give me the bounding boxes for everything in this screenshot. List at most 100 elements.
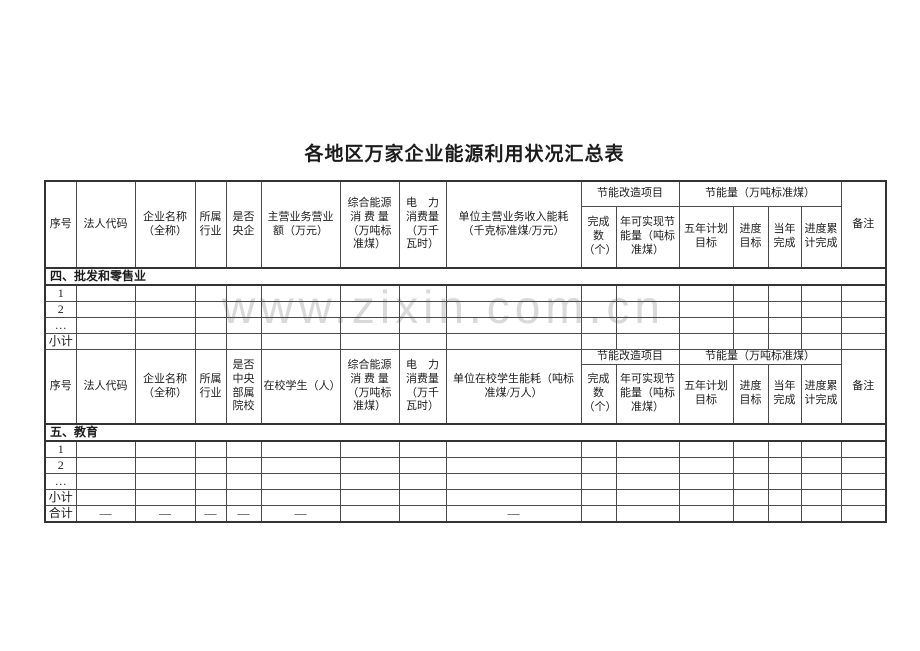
empty-cell bbox=[75, 489, 136, 506]
empty-cell bbox=[732, 473, 769, 490]
empty-cell bbox=[134, 457, 196, 474]
col-group-savings: 节能量（万吨标准煤） bbox=[678, 180, 842, 207]
col-header-retrofit-done: 完成数（个） bbox=[580, 364, 617, 425]
empty-cell bbox=[75, 473, 136, 490]
empty-cell bbox=[194, 284, 227, 302]
header1-sub-row: 完成数（个） 年可实现节能量（吨标准煤） 五年计划目标 进度目标 当年完成 进度… bbox=[45, 206, 886, 269]
col-header-five-year-target: 五年计划目标 bbox=[678, 206, 734, 269]
col-header-legal-code: 法人代码 bbox=[75, 349, 136, 425]
empty-cell bbox=[767, 301, 802, 318]
empty-cell bbox=[580, 317, 617, 334]
empty-cell bbox=[134, 317, 196, 334]
col-header-retrofit-annual-savings: 年可实现节能量（吨标准煤） bbox=[615, 364, 680, 425]
empty-cell bbox=[800, 317, 842, 334]
empty-cell bbox=[134, 333, 196, 350]
empty-cell bbox=[445, 457, 582, 474]
col-header-retrofit-done: 完成数（个） bbox=[580, 206, 617, 269]
empty-cell bbox=[398, 473, 447, 490]
row-label: 1 bbox=[44, 284, 77, 302]
row-label-total: 合计 bbox=[44, 505, 77, 523]
empty-cell bbox=[194, 317, 227, 334]
empty-cell bbox=[840, 333, 887, 350]
empty-cell bbox=[445, 333, 582, 350]
empty-cell bbox=[445, 284, 582, 302]
empty-cell bbox=[225, 301, 262, 318]
empty-cell bbox=[840, 457, 887, 474]
page-title: 各地区万家企业能源利用状况汇总表 bbox=[304, 144, 625, 165]
empty-cell bbox=[678, 301, 734, 318]
table-row-subtotal: 小计 bbox=[44, 333, 887, 350]
empty-cell bbox=[732, 457, 769, 474]
empty-cell bbox=[840, 317, 887, 334]
empty-cell bbox=[615, 333, 680, 350]
empty-cell bbox=[580, 505, 617, 523]
empty-cell bbox=[194, 440, 227, 458]
table-row: 1 bbox=[44, 284, 887, 302]
empty-cell bbox=[800, 489, 842, 506]
empty-cell bbox=[445, 317, 582, 334]
row-label: 2 bbox=[44, 301, 77, 318]
row-label: … bbox=[44, 317, 77, 334]
empty-cell bbox=[339, 440, 400, 458]
dash-cell: — bbox=[75, 505, 136, 523]
empty-cell bbox=[339, 457, 400, 474]
empty-cell bbox=[615, 317, 680, 334]
row-label: … bbox=[44, 473, 77, 490]
empty-cell bbox=[339, 317, 400, 334]
col-header-year-completed: 当年完成 bbox=[767, 364, 802, 425]
empty-cell bbox=[615, 505, 680, 523]
empty-cell bbox=[800, 473, 842, 490]
empty-cell bbox=[580, 284, 617, 302]
empty-cell bbox=[800, 333, 842, 350]
empty-cell bbox=[398, 457, 447, 474]
row-label: 2 bbox=[44, 457, 77, 474]
empty-cell bbox=[678, 284, 734, 302]
dash-cell: — bbox=[134, 505, 196, 523]
empty-cell bbox=[445, 489, 582, 506]
empty-cell bbox=[194, 333, 227, 350]
empty-cell bbox=[678, 317, 734, 334]
empty-cell bbox=[260, 333, 341, 350]
empty-cell bbox=[260, 284, 341, 302]
empty-cell bbox=[732, 505, 769, 523]
empty-cell bbox=[75, 284, 136, 302]
col-header-energy-consumption: 综合能源消 费 量（万吨标准煤） bbox=[339, 180, 400, 269]
section-row-wholesale-retail: 四、批发和零售业 bbox=[44, 267, 887, 286]
col-header-electricity: 电 力消费量（万千瓦时） bbox=[398, 180, 447, 269]
empty-cell bbox=[339, 284, 400, 302]
energy-summary-table: 序号 法人代码 企业名称（全称） 所属行业 是否央企 主营业务营业额（万元） 综… bbox=[44, 180, 887, 523]
empty-cell bbox=[732, 440, 769, 458]
empty-cell bbox=[134, 284, 196, 302]
empty-cell bbox=[615, 473, 680, 490]
empty-cell bbox=[260, 457, 341, 474]
empty-cell bbox=[800, 505, 842, 523]
empty-cell bbox=[260, 301, 341, 318]
empty-cell bbox=[225, 333, 262, 350]
empty-cell bbox=[732, 489, 769, 506]
col-header-retrofit-annual-savings: 年可实现节能量（吨标准煤） bbox=[615, 206, 680, 269]
empty-cell bbox=[260, 473, 341, 490]
table-row: 1 bbox=[44, 440, 887, 458]
empty-cell bbox=[678, 473, 734, 490]
col-header-progress-target: 进度目标 bbox=[732, 364, 769, 425]
col-header-legal-code: 法人代码 bbox=[75, 180, 136, 269]
empty-cell bbox=[260, 489, 341, 506]
empty-cell bbox=[75, 457, 136, 474]
empty-cell bbox=[767, 333, 802, 350]
table-row-grand-total: 合计 — — — — — — bbox=[44, 505, 887, 523]
col-header-progress-cumulative: 进度累计完成 bbox=[800, 206, 842, 269]
empty-cell bbox=[194, 457, 227, 474]
col-header-year-completed: 当年完成 bbox=[767, 206, 802, 269]
empty-cell bbox=[134, 440, 196, 458]
empty-cell bbox=[445, 301, 582, 318]
dash-cell: — bbox=[445, 505, 582, 523]
empty-cell bbox=[225, 317, 262, 334]
empty-cell bbox=[615, 284, 680, 302]
empty-cell bbox=[445, 473, 582, 490]
empty-cell bbox=[840, 489, 887, 506]
empty-cell bbox=[225, 284, 262, 302]
table-row: … bbox=[44, 473, 887, 490]
col-group-retrofit: 节能改造项目 bbox=[580, 180, 680, 207]
col-header-industry: 所属行业 bbox=[194, 349, 227, 425]
empty-cell bbox=[615, 457, 680, 474]
